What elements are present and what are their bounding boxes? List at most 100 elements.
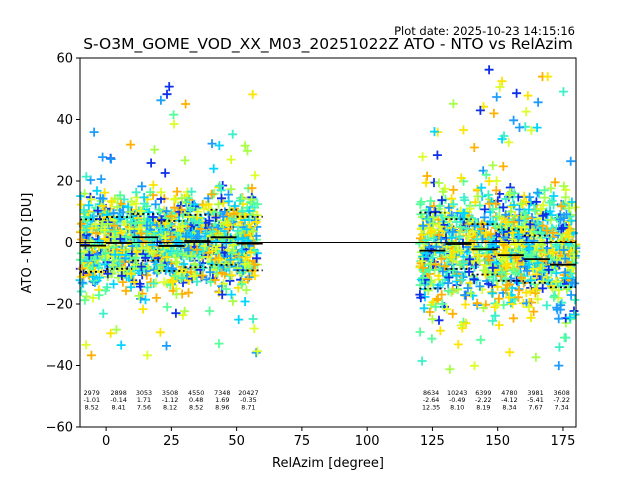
data-point xyxy=(458,208,468,218)
data-point xyxy=(131,219,141,229)
data-point xyxy=(481,170,491,180)
data-point xyxy=(196,224,206,234)
data-point xyxy=(159,277,169,287)
data-point xyxy=(172,187,182,197)
data-point xyxy=(554,361,564,371)
data-point xyxy=(170,271,180,281)
data-point xyxy=(189,271,198,281)
data-point xyxy=(92,186,102,196)
data-point xyxy=(453,285,463,295)
data-point xyxy=(103,269,113,279)
data-point xyxy=(189,259,199,269)
data-point xyxy=(476,224,486,234)
data-point xyxy=(207,189,216,199)
x-tick-label: 175 xyxy=(551,434,576,449)
data-point xyxy=(564,232,574,242)
data-point xyxy=(142,350,152,360)
data-point xyxy=(201,229,211,239)
bin-stat-label: -0.14 xyxy=(110,396,127,404)
data-point xyxy=(492,300,502,310)
y-tick-label: 20 xyxy=(56,175,73,190)
data-point xyxy=(438,266,448,276)
data-point xyxy=(103,219,113,229)
data-point xyxy=(76,200,86,210)
data-point xyxy=(468,226,478,236)
data-point xyxy=(522,266,532,276)
bin-stat-label: 8.52 xyxy=(85,403,99,411)
data-point xyxy=(515,123,524,132)
data-point xyxy=(250,260,260,270)
data-point xyxy=(437,290,447,300)
data-point xyxy=(502,280,512,290)
data-point xyxy=(152,237,162,247)
data-point xyxy=(504,190,514,200)
data-point xyxy=(210,275,220,285)
data-point xyxy=(229,209,239,219)
data-point xyxy=(201,200,211,210)
data-point xyxy=(570,241,580,251)
data-point xyxy=(488,160,498,170)
data-point xyxy=(81,340,91,350)
data-point xyxy=(136,262,146,272)
data-point xyxy=(524,260,534,270)
data-point xyxy=(498,202,508,212)
data-point xyxy=(187,187,197,197)
data-point xyxy=(538,211,548,221)
bin-stat-label: 7.56 xyxy=(137,403,151,411)
data-point xyxy=(117,228,126,238)
data-point xyxy=(488,263,498,273)
data-point xyxy=(217,242,227,252)
bin-stat-label: 3608 xyxy=(554,389,570,397)
y-tick-label: −20 xyxy=(46,298,73,313)
data-point xyxy=(437,195,447,205)
data-point xyxy=(556,201,566,211)
data-point xyxy=(207,139,217,149)
data-point xyxy=(416,197,426,207)
data-point xyxy=(246,248,256,258)
bin-stat-label: 6399 xyxy=(475,389,491,397)
data-point xyxy=(476,335,486,345)
data-point xyxy=(551,277,561,287)
data-point xyxy=(157,215,166,225)
data-point xyxy=(481,228,491,238)
data-point xyxy=(147,240,157,250)
data-point xyxy=(81,225,91,235)
data-point xyxy=(455,222,465,232)
data-point xyxy=(106,328,116,338)
bin-stat-label: 4780 xyxy=(501,389,517,397)
data-point xyxy=(508,258,517,268)
y-axis-ticks: −60 −40 −20 0 20 40 60 xyxy=(46,52,80,436)
data-point xyxy=(134,224,144,233)
data-point xyxy=(206,258,215,268)
data-point xyxy=(504,293,514,303)
data-point xyxy=(425,307,435,317)
data-point xyxy=(167,232,177,242)
data-point xyxy=(137,181,147,191)
data-point xyxy=(533,188,542,198)
data-point xyxy=(237,207,247,216)
bin-stat-label: 8.34 xyxy=(502,403,516,411)
data-point xyxy=(162,252,172,262)
data-point xyxy=(551,268,561,278)
bin-stat-label: 8.41 xyxy=(112,403,126,411)
data-point xyxy=(549,292,559,302)
data-point xyxy=(566,156,576,166)
data-point xyxy=(89,272,98,282)
data-point xyxy=(154,205,164,215)
data-point xyxy=(528,264,538,274)
bin-stat-label: -4.12 xyxy=(501,396,518,404)
data-point xyxy=(416,209,426,219)
data-point xyxy=(251,348,261,358)
data-point xyxy=(90,277,100,287)
data-point xyxy=(419,303,429,313)
data-point xyxy=(109,279,119,289)
data-point xyxy=(126,218,136,228)
data-point xyxy=(538,283,548,293)
data-point xyxy=(164,82,174,92)
data-point xyxy=(437,254,447,264)
data-point xyxy=(533,97,543,107)
data-point xyxy=(76,287,86,296)
bin-stat-label: 4550 xyxy=(188,389,204,397)
data-point xyxy=(524,205,534,214)
data-point xyxy=(240,297,250,306)
